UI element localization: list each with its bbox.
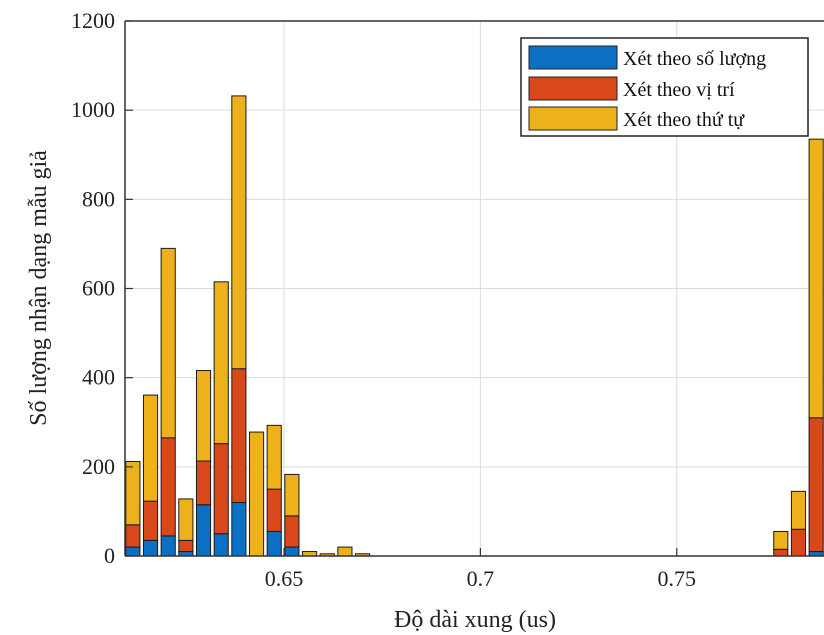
bar-segment-series-1 xyxy=(808,417,824,553)
x-tick-label: 0.65 xyxy=(265,566,304,591)
bar-segment-series-2 xyxy=(284,473,300,517)
bar-segment-series-1 xyxy=(195,460,212,506)
bar-segment-series-2 xyxy=(195,370,212,462)
bar-segment-series-1 xyxy=(773,548,789,557)
bar-segment-series-2 xyxy=(266,424,282,490)
bar-segment-series-0 xyxy=(195,504,212,557)
bar-segment-series-0 xyxy=(266,530,282,557)
bar-segment-series-2 xyxy=(178,498,194,541)
y-tick-label: 1000 xyxy=(71,97,115,122)
legend-swatch-vi-tri xyxy=(528,76,618,101)
bar-segment-series-1 xyxy=(213,443,229,535)
legend-label-vi-tri: Xét theo vị trí xyxy=(623,79,735,101)
legend: Xét theo số lượng Xét theo vị trí Xét th… xyxy=(520,37,809,137)
y-axis-title: Số lượng nhận dạng mẫu giả xyxy=(26,150,52,426)
x-axis-title: Độ dài xung (us) xyxy=(394,607,556,633)
y-tick-label: 600 xyxy=(82,276,115,301)
y-tick-label: 0 xyxy=(104,543,115,568)
bar-segment-series-1 xyxy=(160,437,176,537)
bar-segment-series-2 xyxy=(773,530,789,550)
bars xyxy=(125,95,824,557)
bar-segment-series-2 xyxy=(808,138,824,419)
bar-segment-series-1 xyxy=(790,528,807,557)
bar-segment-series-0 xyxy=(231,502,247,557)
bar-segment-series-2 xyxy=(213,281,229,445)
legend-label-thu-tu: Xét theo thứ tự xyxy=(623,109,745,131)
bar-segment-series-0 xyxy=(213,533,229,557)
ticks: 0 200 400 600 800 1000 1200 0.65 0.7 0.75 xyxy=(71,8,696,591)
bar-segment-series-0 xyxy=(160,535,176,557)
y-tick-label: 800 xyxy=(82,186,115,211)
bar-segment-series-1 xyxy=(178,539,194,553)
bar-segment-series-2 xyxy=(142,394,159,502)
legend-swatch-so-luong xyxy=(528,45,618,70)
legend-swatch-thu-tu xyxy=(528,106,618,131)
bar-segment-series-1 xyxy=(231,368,247,503)
bar-segment-series-2 xyxy=(160,247,176,439)
bar-segment-series-0 xyxy=(142,539,159,557)
bar-segment-series-1 xyxy=(284,515,300,548)
x-tick-label: 0.75 xyxy=(657,566,696,591)
bar-segment-series-2 xyxy=(125,460,141,526)
bar-segment-series-1 xyxy=(142,500,159,541)
bar-segment-series-0 xyxy=(284,546,300,557)
y-tick-label: 400 xyxy=(82,365,115,390)
x-tick-label: 0.7 xyxy=(467,566,495,591)
bar-segment-series-2 xyxy=(790,490,807,530)
legend-label-so-luong: Xét theo số lượng xyxy=(623,48,766,70)
y-tick-label: 1200 xyxy=(71,8,115,33)
bar-segment-series-2 xyxy=(248,431,265,557)
bar-segment-series-0 xyxy=(125,546,141,557)
y-tick-label: 200 xyxy=(82,454,115,479)
bar-segment-series-2 xyxy=(337,546,353,557)
bar-segment-series-1 xyxy=(266,488,282,532)
bar-segment-series-2 xyxy=(231,95,247,370)
bar-segment-series-1 xyxy=(125,524,141,548)
